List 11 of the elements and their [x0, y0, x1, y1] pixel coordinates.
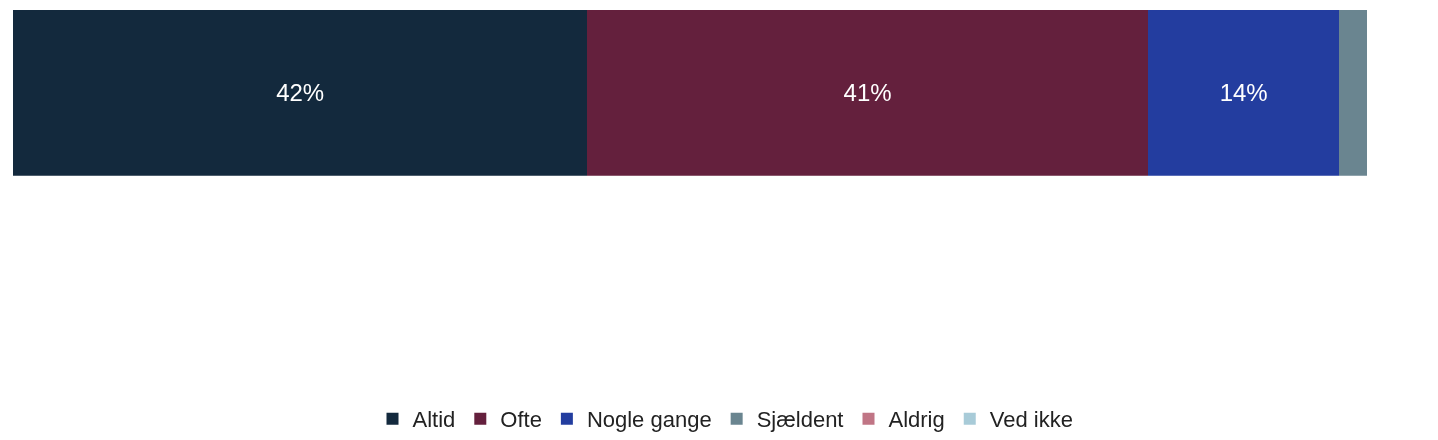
legend-label: Nogle gange	[586, 407, 712, 433]
data-label: 42%	[276, 79, 325, 107]
legend-label: Aldrig	[888, 407, 945, 433]
legend-label: Altid	[412, 407, 456, 433]
legend-label: Ved ikke	[989, 407, 1073, 433]
bar	[1339, 10, 1367, 176]
data-label: 41%	[843, 79, 892, 107]
legend-label: Ofte	[500, 407, 542, 433]
legend-label: Sjældent	[756, 407, 844, 433]
data-label: 14%	[1219, 79, 1268, 107]
bar	[1147, 10, 1340, 176]
